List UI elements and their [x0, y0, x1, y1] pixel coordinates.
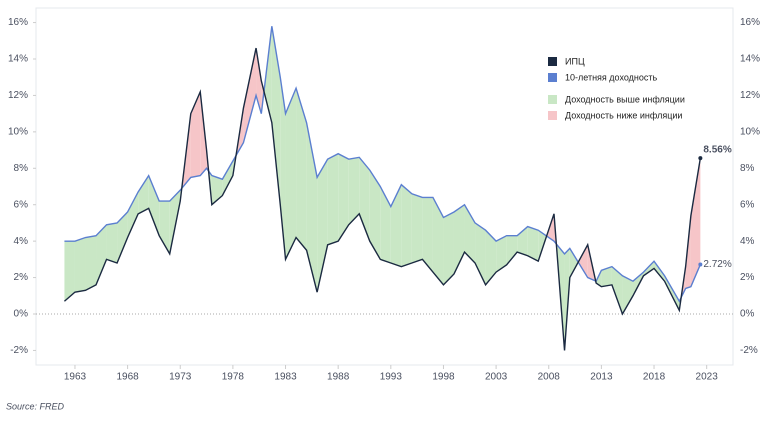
fill-between — [74, 237, 86, 293]
fill-between — [348, 157, 360, 225]
x-tick-label: 1968 — [116, 372, 139, 383]
fill-between — [96, 224, 107, 285]
y-tick-label: 4% — [14, 236, 29, 247]
fill-between — [527, 226, 539, 262]
plot-frame — [35, 7, 734, 366]
y-tick-label: 2% — [14, 272, 29, 283]
fill-between — [496, 235, 507, 273]
value-label: 8.56% — [703, 145, 731, 156]
fill-between — [369, 170, 381, 260]
fill-between — [622, 275, 633, 314]
y-tick-label: 10% — [8, 126, 28, 137]
y-tick-label: -2% — [10, 345, 28, 356]
fill-between — [271, 26, 281, 205]
fill-between — [285, 88, 297, 260]
end-point — [698, 262, 703, 267]
fill-between — [411, 193, 423, 263]
x-tick-label: 1998 — [432, 372, 455, 383]
fill-between — [148, 175, 160, 236]
x-tick-label: 1973 — [169, 372, 192, 383]
fill-between — [64, 241, 75, 302]
y2-tick-label: 14% — [740, 54, 760, 65]
fill-between — [485, 230, 497, 285]
end-point — [698, 156, 703, 161]
fill-between — [327, 153, 339, 245]
fill-between — [690, 158, 701, 287]
fill-between — [401, 184, 412, 267]
x-tick-label: 1983 — [274, 372, 297, 383]
x-tick-label: 1988 — [327, 372, 350, 383]
source: Source: FRED — [6, 401, 65, 411]
y2-tick-label: 8% — [740, 163, 755, 174]
fill-between — [611, 266, 623, 314]
fill-between — [317, 159, 328, 293]
x-tick-label: 2018 — [643, 372, 666, 383]
fill-between — [190, 91, 201, 178]
x-tick-label: 2003 — [485, 372, 508, 383]
y2-tick-label: 2% — [740, 272, 755, 283]
legend-label: 10-летняя доходность — [565, 72, 658, 82]
fill-between — [390, 184, 402, 267]
fill-between — [380, 186, 391, 263]
fill-between — [654, 261, 665, 282]
value-label: 2.72% — [703, 259, 731, 270]
fill-between — [222, 161, 233, 196]
y2-tick-label: 16% — [740, 17, 760, 28]
y-tick-label: 0% — [14, 309, 29, 320]
fill-between — [117, 212, 128, 263]
fill-between — [138, 175, 149, 214]
fill-between — [296, 88, 307, 251]
x-tick-label: 2023 — [696, 372, 719, 383]
x-tick-label: 2008 — [538, 372, 561, 383]
y2-tick-label: 12% — [740, 90, 760, 101]
legend-swatch — [548, 111, 557, 120]
fill-between — [506, 235, 518, 265]
y-tick-label: 8% — [14, 163, 29, 174]
x-tick-label: 1978 — [222, 372, 245, 383]
y2-tick-label: 10% — [740, 126, 760, 137]
x-tick-label: 1963 — [64, 372, 87, 383]
legend-swatch — [548, 57, 557, 66]
y-tick-label: 12% — [8, 90, 28, 101]
x-tick-label: 1993 — [380, 372, 403, 383]
fill-between — [569, 248, 579, 278]
y2-tick-label: 6% — [740, 199, 755, 210]
fill-between — [85, 235, 97, 291]
legend-swatch — [548, 95, 557, 104]
line — [63, 47, 702, 351]
line — [64, 26, 702, 303]
fill-between — [181, 113, 191, 189]
fill-between — [338, 153, 349, 242]
fill-between — [432, 197, 444, 285]
fill-between — [127, 191, 139, 238]
y2-tick-label: 0% — [740, 309, 755, 320]
y-tick-label: 6% — [14, 199, 29, 210]
fill-between — [601, 266, 612, 287]
legend-label: Доходность ниже инфляции — [565, 110, 682, 120]
y-tick-label: 14% — [8, 54, 28, 65]
y2-tick-label: -2% — [740, 345, 758, 356]
fill-between — [159, 201, 170, 254]
x-tick-label: 2013 — [590, 372, 613, 383]
fill-between — [422, 197, 433, 273]
fill-between — [475, 222, 486, 285]
fill-between — [106, 222, 118, 263]
fill-between — [243, 48, 257, 143]
legend-swatch — [548, 73, 557, 82]
legend-label: Доходность выше инфляции — [565, 94, 685, 104]
fill-between — [578, 244, 588, 278]
fill-between — [256, 48, 262, 114]
legend-label: ИПЦ — [565, 56, 585, 66]
y-tick-label: 16% — [8, 17, 28, 28]
y2-tick-label: 4% — [740, 236, 755, 247]
fill-between — [443, 212, 454, 285]
